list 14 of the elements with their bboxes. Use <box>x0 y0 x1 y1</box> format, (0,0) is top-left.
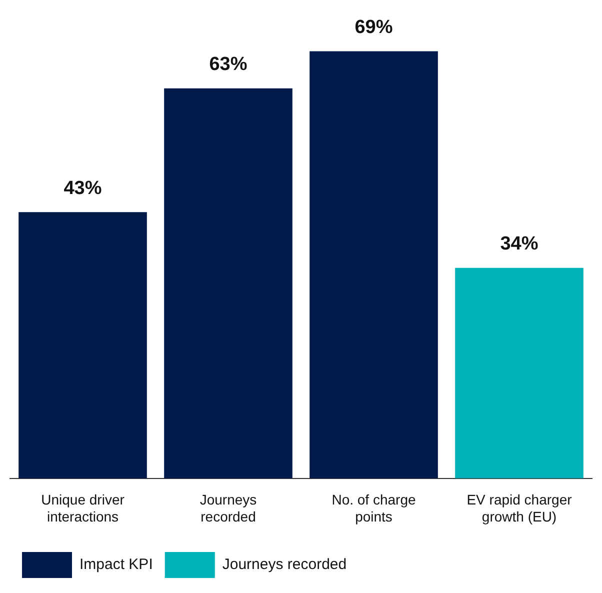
x-tick-label: EV rapid charger growth (EU) <box>466 492 572 524</box>
bar <box>18 212 147 478</box>
x-tick-label: Journeys recorded <box>200 492 257 524</box>
data-label: 43% <box>64 178 102 199</box>
legend-label: Impact KPI <box>80 556 153 574</box>
data-label: 63% <box>209 54 248 76</box>
x-tick-label: Unique driver interactions <box>41 492 125 524</box>
data-label: 34% <box>500 234 538 255</box>
bar <box>310 51 438 478</box>
bar <box>455 268 584 478</box>
data-label: 69% <box>354 16 393 38</box>
legend-label: Journeys recorded <box>222 556 347 574</box>
x-tick-label: No. of charge points <box>332 492 416 524</box>
bar <box>164 88 292 478</box>
